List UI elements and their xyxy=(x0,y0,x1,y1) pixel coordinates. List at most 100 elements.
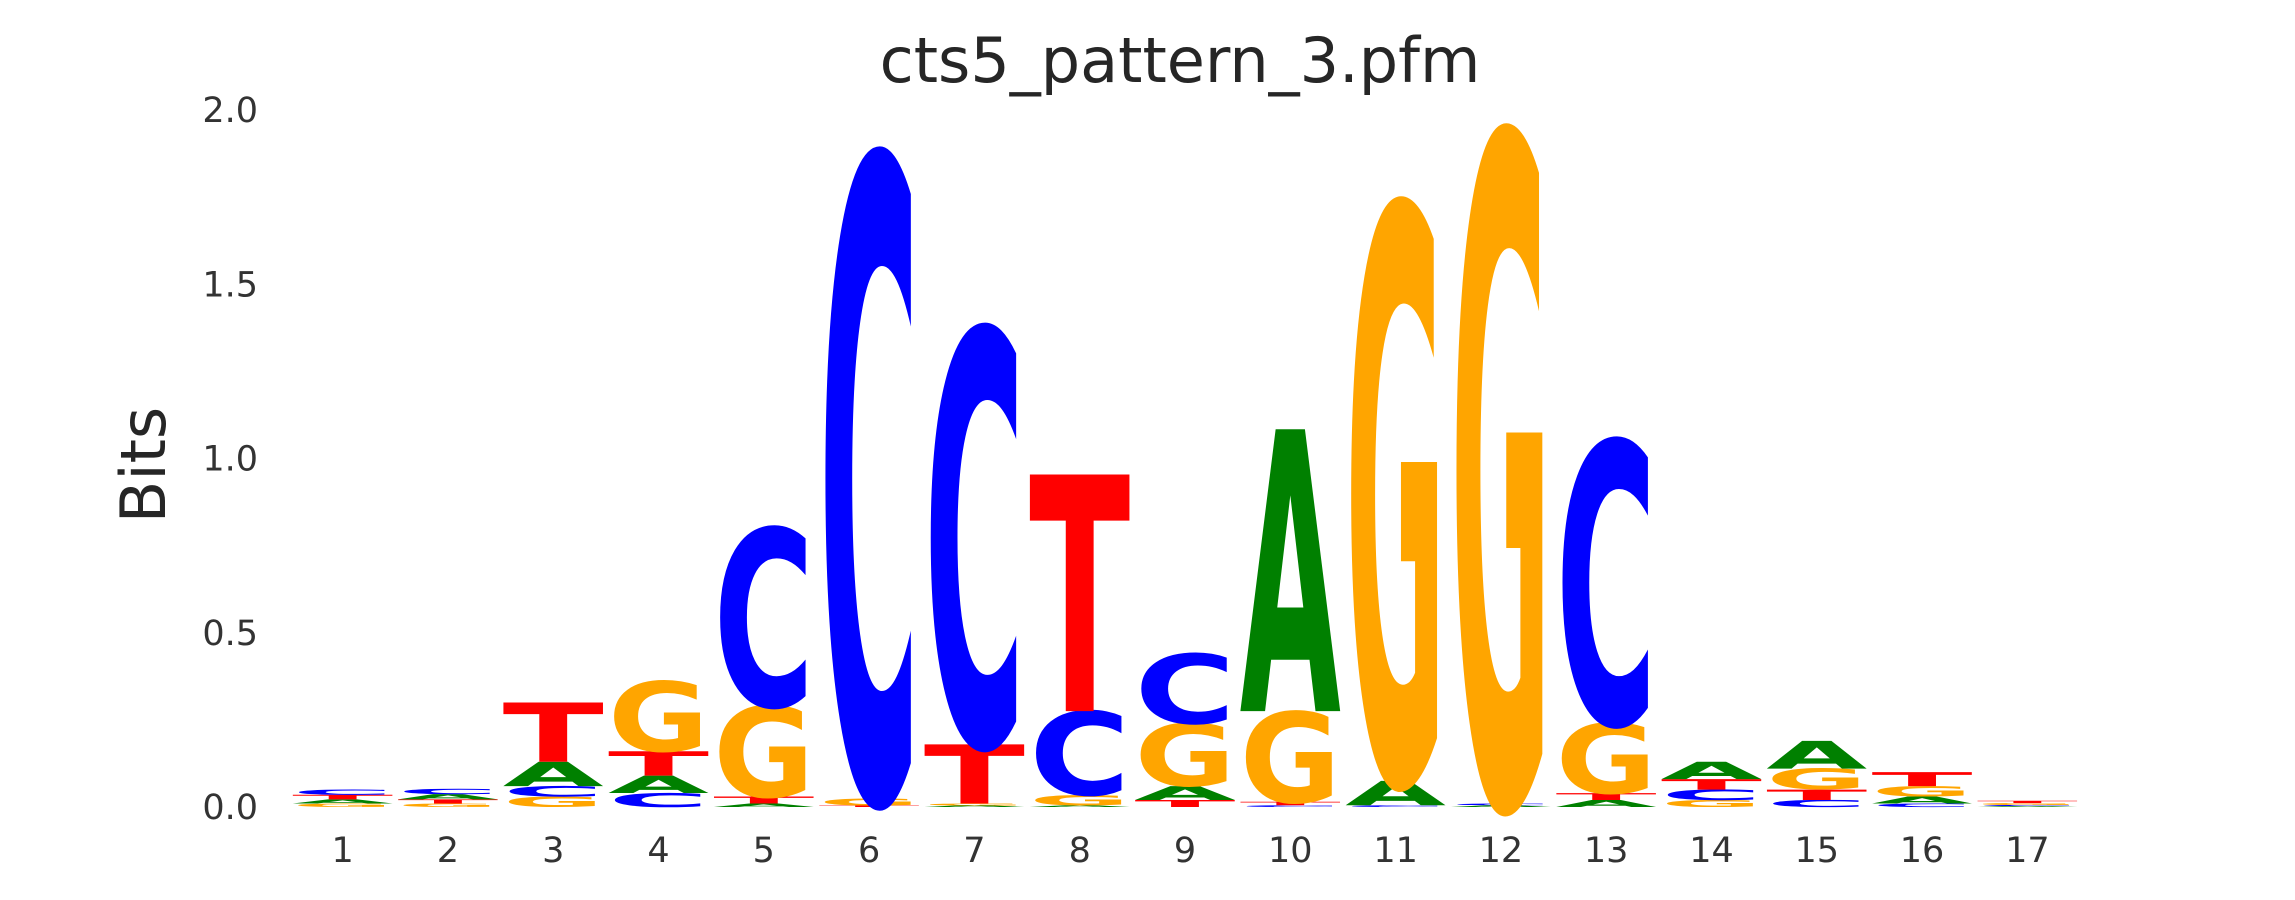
logo-letter-T: T xyxy=(1240,801,1341,807)
y-tick-label: 0.0 xyxy=(202,788,258,828)
logo-stack-11: CAG xyxy=(1345,50,1446,900)
x-tick-label: 11 xyxy=(1373,831,1418,871)
logo-stack-12: ACG xyxy=(1450,0,1552,900)
logo-letter-A: A xyxy=(608,771,710,799)
logo-letter-A: A xyxy=(1134,782,1235,804)
x-tick-label: 10 xyxy=(1268,831,1313,871)
x-tick-label: 15 xyxy=(1794,831,1839,871)
logo-letter-G: G xyxy=(1240,687,1341,832)
x-tick-label: 13 xyxy=(1584,831,1629,871)
logo-letter-C: C xyxy=(1029,688,1130,822)
logo-letter-C: C xyxy=(1661,787,1762,804)
logo-letter-G: G xyxy=(1872,783,1973,800)
logo-letter-T: T xyxy=(1766,787,1867,804)
logo-letter-G: G xyxy=(1766,763,1867,796)
y-axis-label: Bits xyxy=(107,407,180,523)
x-tick-label: 14 xyxy=(1689,831,1734,871)
logo-letter-C: C xyxy=(1450,803,1551,806)
logo-letter-C: C xyxy=(924,218,1025,879)
x-tick-label: 8 xyxy=(1069,831,1091,871)
logo-letter-G: G xyxy=(713,682,814,827)
logo-letter-G: G xyxy=(1450,0,1551,900)
y-tick-label: 1.0 xyxy=(202,440,258,480)
logo-letter-T: T xyxy=(924,729,1025,823)
logo-letter-A: A xyxy=(1450,805,1552,808)
logo-letter-A: A xyxy=(1977,806,2078,808)
logo-letter-A: A xyxy=(924,805,1026,808)
logo-letter-A: A xyxy=(1872,795,1974,806)
logo-letter-A: A xyxy=(1661,757,1763,785)
logo-letter-G: G xyxy=(608,663,709,774)
logo-letter-G: G xyxy=(1556,705,1657,816)
logo-letter-A: A xyxy=(1029,805,1131,808)
logo-letter-C: C xyxy=(397,787,498,795)
logo-letter-G: G xyxy=(924,803,1025,806)
logo-letter-C: C xyxy=(1556,366,1657,815)
chart-title: cts5_pattern_3.pfm xyxy=(880,24,1481,97)
logo-letter-A: A xyxy=(1240,353,1342,803)
logo-letter-T: T xyxy=(713,795,815,806)
logo-letter-C: C xyxy=(1977,805,2078,807)
logo-letter-A: A xyxy=(713,803,815,809)
logo-letter-G: G xyxy=(503,794,604,811)
y-tick-label: 2.0 xyxy=(202,91,258,131)
logo-letter-C: C xyxy=(1134,635,1235,746)
logo-letter-T: T xyxy=(1977,800,2078,804)
logo-letter-T: T xyxy=(292,794,393,801)
logo-letter-C: C xyxy=(1872,803,1973,809)
logo-letter-T: T xyxy=(819,805,920,808)
x-tick-label: 12 xyxy=(1479,831,1524,871)
logo-letter-A: A xyxy=(397,793,499,801)
logo-letter-G: G xyxy=(292,803,393,809)
logo-letter-T: T xyxy=(1872,768,1973,790)
logo-letter-T: T xyxy=(1134,798,1236,809)
x-tick-label: 4 xyxy=(647,831,669,871)
logo-letter-T: T xyxy=(503,687,604,781)
logo-stack-6: TGC xyxy=(819,0,920,900)
logo-letter-T: T xyxy=(1661,776,1762,793)
logo-letter-G: G xyxy=(1134,707,1235,807)
logo-letter-G: G xyxy=(1661,798,1762,809)
logo-letter-G: G xyxy=(397,803,498,809)
x-tick-label: 17 xyxy=(2005,831,2050,871)
logo-letter-A: A xyxy=(503,756,604,795)
logo-letter-C: C xyxy=(1345,805,1446,808)
logo-letter-C: C xyxy=(608,790,709,812)
logo-letter-A: A xyxy=(1345,775,1446,814)
logo-letter-C: C xyxy=(503,783,604,800)
logo-letter-T: T xyxy=(1556,791,1658,802)
y-tick-label: 0.5 xyxy=(202,614,258,654)
logo-letter-A: A xyxy=(292,798,394,805)
y-tick-label: 1.5 xyxy=(202,265,258,305)
logo-letter-G: G xyxy=(1345,50,1446,900)
logo-letter-T: T xyxy=(1029,410,1130,788)
logo-letter-C: C xyxy=(292,788,393,796)
logo-letter-A: A xyxy=(1556,798,1658,809)
logo-letter-C: C xyxy=(1240,805,1341,808)
x-tick-label: 9 xyxy=(1174,831,1196,871)
y-axis-ticks: 0.0 0.5 1.0 1.5 2.0 xyxy=(202,91,258,828)
logo-letter-G: G xyxy=(819,796,920,807)
logo-letter-T: T xyxy=(397,798,498,805)
x-tick-label: 2 xyxy=(437,831,459,871)
logo-letter-A: A xyxy=(1766,733,1867,777)
logo-letter-C: C xyxy=(1766,798,1867,809)
x-tick-label: 6 xyxy=(858,831,880,871)
logo-letter-C: C xyxy=(713,479,814,763)
logo-letter-C: C xyxy=(819,0,920,900)
